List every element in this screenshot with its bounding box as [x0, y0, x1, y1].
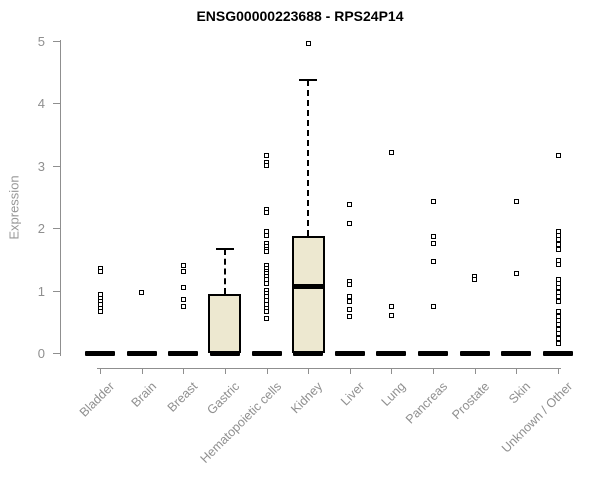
boxplot-box [291, 235, 325, 353]
outlier-point [555, 152, 561, 158]
outlier-point [555, 298, 561, 304]
y-tick-label: 0 [37, 346, 45, 361]
outlier-point [555, 335, 561, 341]
x-tick [183, 369, 185, 374]
outlier-point [555, 284, 561, 290]
x-tick [391, 369, 393, 374]
y-axis-line [60, 40, 61, 356]
y-tick [53, 41, 60, 42]
x-axis-line [97, 368, 562, 369]
outlier-point [555, 236, 561, 242]
outlier-point [555, 261, 561, 267]
x-tick [433, 369, 435, 374]
zero-median-bar [85, 351, 115, 356]
outlier-point [97, 309, 103, 315]
outlier-point [264, 233, 270, 239]
outlier-point [139, 289, 145, 295]
x-tick [308, 369, 310, 374]
y-tick [53, 353, 60, 354]
outlier-point [264, 280, 270, 286]
x-tick [100, 369, 101, 374]
outlier-point [97, 268, 103, 274]
outlier-point [264, 152, 270, 158]
outlier-point [430, 198, 436, 204]
whisker [223, 249, 226, 294]
whisker-cap [299, 79, 318, 82]
x-tick [558, 369, 560, 374]
outlier-point [513, 270, 519, 276]
outlier-point [430, 258, 436, 264]
x-tick [266, 369, 268, 374]
y-tick [53, 228, 60, 230]
outlier-point [347, 313, 353, 319]
outlier-point [388, 304, 394, 310]
zero-median-bar [126, 351, 157, 356]
outlier-point [555, 241, 561, 247]
zero-median-bar [168, 351, 199, 356]
y-tick [53, 290, 60, 292]
outlier-point [388, 313, 394, 319]
chart-title: ENSG00000223688 - RPS24P14 [196, 8, 404, 24]
zero-median-bar [334, 351, 365, 356]
outlier-point [264, 315, 270, 321]
outlier-point [472, 276, 478, 282]
outlier-point [555, 340, 561, 346]
outlier-point [555, 246, 561, 252]
zero-median-bar [251, 351, 282, 356]
outlier-point [264, 249, 270, 255]
outlier-point [388, 149, 394, 155]
outlier-point [180, 269, 186, 275]
outlier-point [305, 40, 311, 46]
outlier-point [430, 303, 436, 309]
y-tick [53, 103, 60, 105]
outlier-point [347, 299, 353, 305]
zero-median-bar [293, 351, 324, 356]
y-tick-label: 4 [37, 96, 45, 112]
outlier-point [180, 262, 186, 268]
y-tick-label: 3 [37, 158, 45, 174]
outlier-point [180, 297, 186, 303]
outlier-point [513, 198, 519, 204]
outlier-point [430, 240, 436, 246]
zero-median-bar [376, 351, 407, 356]
outlier-point [264, 162, 270, 168]
median-line [291, 284, 325, 290]
outlier-point [347, 201, 353, 207]
zero-median-bar [209, 351, 240, 356]
zero-median-bar [501, 351, 532, 356]
y-tick-label: 5 [37, 34, 45, 49]
outlier-point [347, 220, 353, 226]
outlier-point [180, 304, 186, 310]
outlier-point [347, 307, 353, 313]
outlier-point [264, 210, 270, 216]
outlier-point [347, 294, 353, 300]
whisker [307, 80, 310, 236]
x-tick [224, 369, 226, 374]
x-tick [474, 369, 476, 374]
zero-median-bar [459, 351, 490, 356]
x-tick [516, 369, 518, 374]
outlier-point [347, 282, 353, 288]
y-tick-label: 2 [37, 221, 45, 237]
outlier-point [264, 309, 270, 315]
y-tick-label: 1 [37, 283, 45, 299]
x-tick [141, 369, 143, 374]
outlier-point [430, 234, 436, 240]
outlier-point [180, 284, 186, 290]
y-tick [53, 165, 60, 167]
zero-median-bar [418, 351, 449, 356]
x-tick [349, 369, 351, 374]
zero-median-bar [543, 351, 574, 356]
whisker-cap [215, 248, 234, 251]
boxplot-box [208, 293, 242, 353]
